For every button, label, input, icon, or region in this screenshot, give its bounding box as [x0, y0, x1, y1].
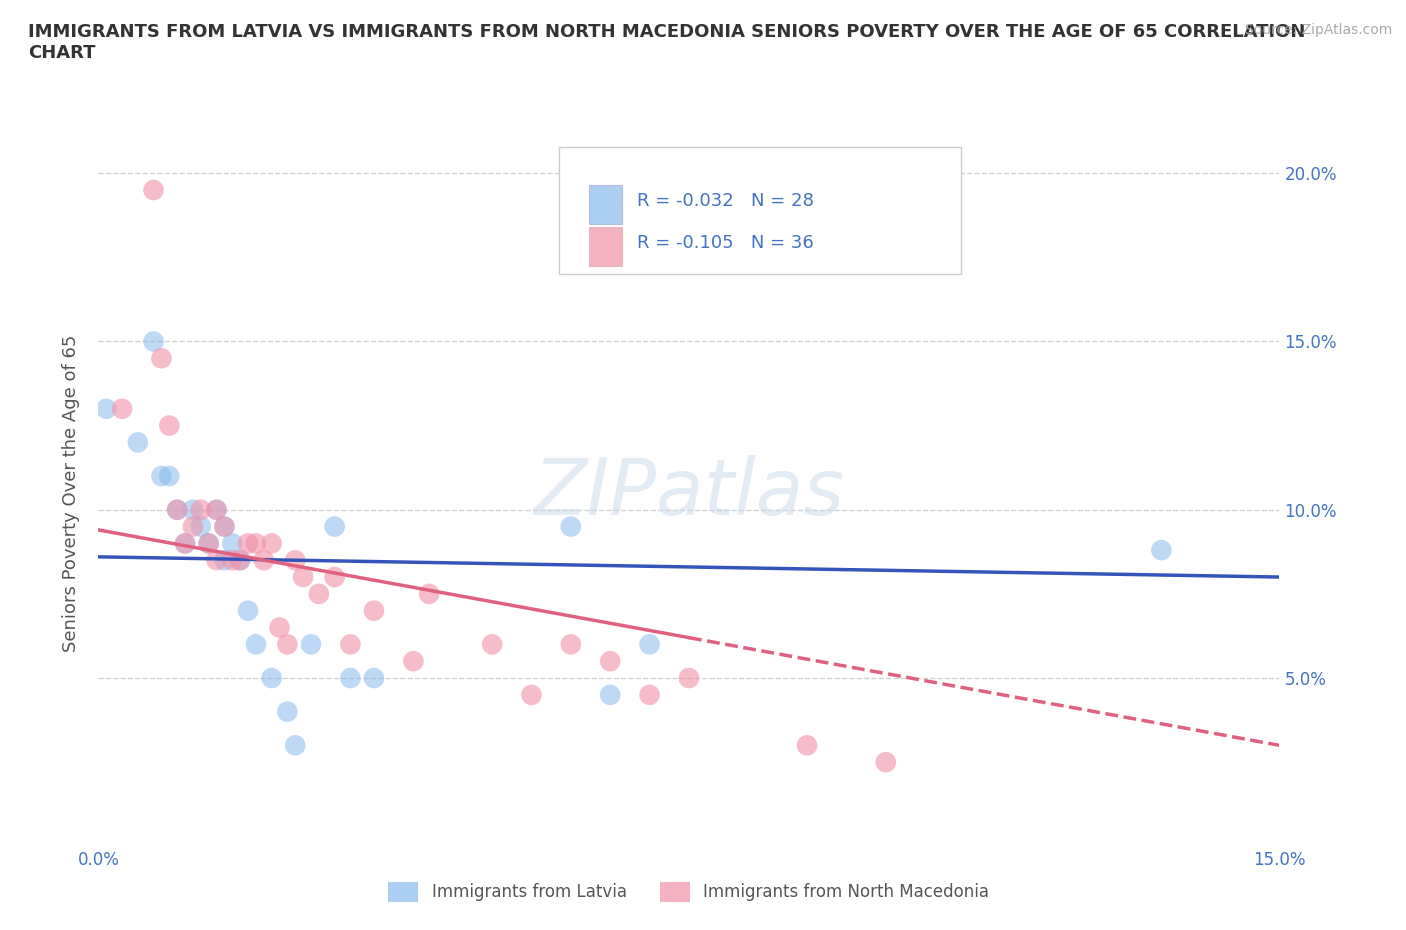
- Point: [181, 502, 204, 517]
- Point: [190, 519, 212, 534]
- Point: [214, 519, 236, 534]
- FancyBboxPatch shape: [560, 147, 960, 273]
- Point: [276, 704, 298, 719]
- Point: [96, 402, 118, 417]
- Point: [875, 755, 897, 770]
- Point: [205, 552, 228, 567]
- Text: ZIPatlas: ZIPatlas: [533, 455, 845, 531]
- Point: [190, 502, 212, 517]
- Point: [638, 637, 661, 652]
- Point: [174, 536, 197, 551]
- Point: [323, 519, 346, 534]
- Point: [214, 519, 236, 534]
- Point: [339, 671, 361, 685]
- Point: [520, 687, 543, 702]
- Point: [560, 637, 582, 652]
- Text: R = -0.032   N = 28: R = -0.032 N = 28: [637, 192, 814, 210]
- Point: [599, 654, 621, 669]
- Point: [284, 552, 307, 567]
- Point: [181, 519, 204, 534]
- Point: [796, 737, 818, 752]
- Point: [197, 536, 219, 551]
- Text: Source: ZipAtlas.com: Source: ZipAtlas.com: [1244, 23, 1392, 37]
- Text: R = -0.105   N = 36: R = -0.105 N = 36: [637, 233, 814, 252]
- Point: [308, 587, 330, 602]
- Point: [245, 536, 267, 551]
- Point: [157, 469, 180, 484]
- Point: [678, 671, 700, 685]
- Point: [150, 469, 173, 484]
- Point: [339, 637, 361, 652]
- Point: [174, 536, 197, 551]
- Point: [418, 587, 440, 602]
- Point: [363, 604, 385, 618]
- Point: [260, 536, 283, 551]
- Point: [236, 536, 259, 551]
- Point: [402, 654, 425, 669]
- Point: [166, 502, 188, 517]
- Point: [245, 637, 267, 652]
- FancyBboxPatch shape: [589, 227, 621, 266]
- Point: [205, 502, 228, 517]
- Legend: Immigrants from Latvia, Immigrants from North Macedonia: Immigrants from Latvia, Immigrants from …: [382, 875, 995, 909]
- Point: [221, 552, 243, 567]
- Point: [166, 502, 188, 517]
- Point: [323, 569, 346, 584]
- Point: [638, 687, 661, 702]
- Point: [1150, 543, 1173, 558]
- Text: IMMIGRANTS FROM LATVIA VS IMMIGRANTS FROM NORTH MACEDONIA SENIORS POVERTY OVER T: IMMIGRANTS FROM LATVIA VS IMMIGRANTS FRO…: [28, 23, 1306, 62]
- FancyBboxPatch shape: [589, 185, 621, 224]
- Point: [481, 637, 503, 652]
- Point: [236, 604, 259, 618]
- Point: [253, 552, 276, 567]
- Point: [229, 552, 252, 567]
- Point: [142, 182, 165, 197]
- Point: [269, 620, 291, 635]
- Point: [229, 552, 252, 567]
- Point: [260, 671, 283, 685]
- Point: [299, 637, 322, 652]
- Point: [197, 536, 219, 551]
- Point: [292, 569, 315, 584]
- Point: [111, 402, 134, 417]
- Point: [150, 351, 173, 365]
- Point: [214, 552, 236, 567]
- Point: [560, 519, 582, 534]
- Point: [157, 418, 180, 433]
- Point: [142, 334, 165, 349]
- Point: [127, 435, 149, 450]
- Point: [599, 687, 621, 702]
- Y-axis label: Seniors Poverty Over the Age of 65: Seniors Poverty Over the Age of 65: [62, 334, 80, 652]
- Point: [284, 737, 307, 752]
- Point: [221, 536, 243, 551]
- Point: [363, 671, 385, 685]
- Point: [205, 502, 228, 517]
- Point: [276, 637, 298, 652]
